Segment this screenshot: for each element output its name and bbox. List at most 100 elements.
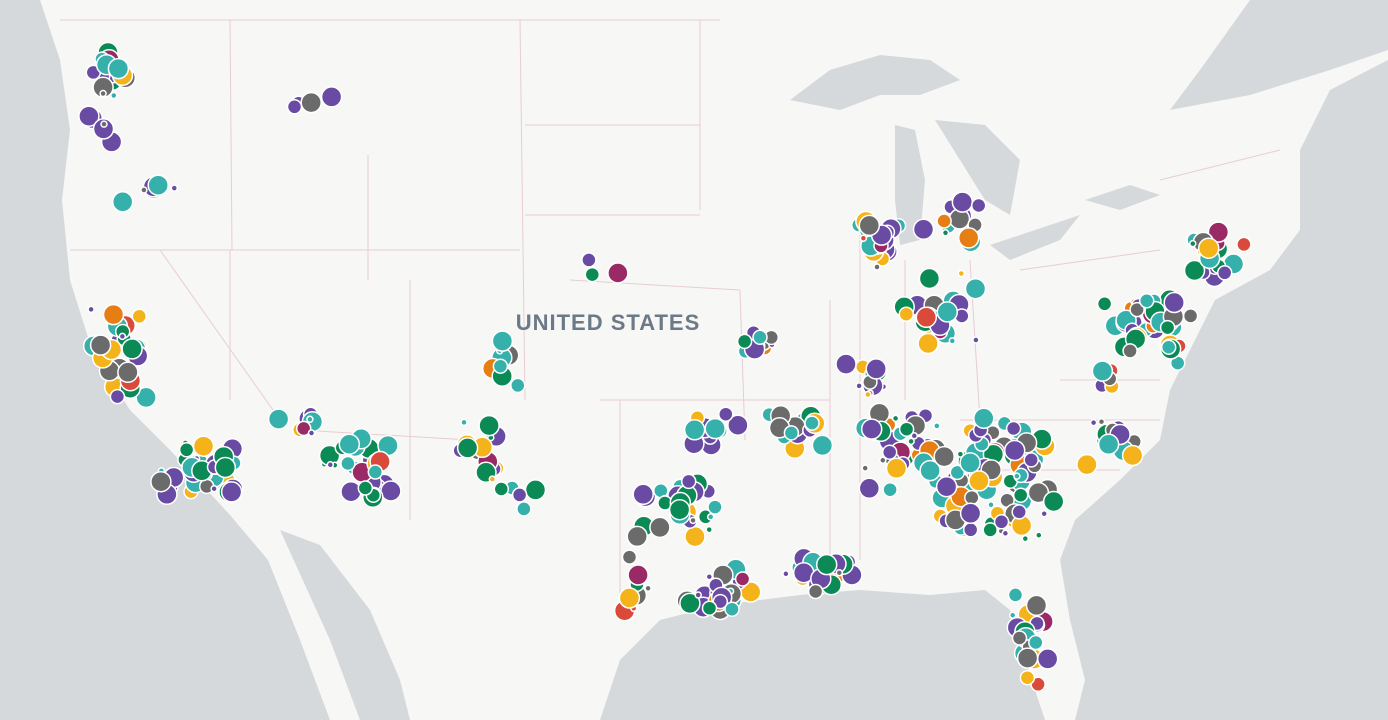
marker[interactable] (972, 336, 980, 344)
marker[interactable] (1097, 433, 1120, 456)
marker[interactable] (618, 587, 641, 609)
marker[interactable] (936, 301, 959, 323)
marker[interactable] (804, 415, 820, 431)
marker[interactable] (936, 213, 952, 229)
marker[interactable] (632, 483, 654, 506)
marker[interactable] (1197, 237, 1220, 259)
marker[interactable] (1091, 360, 1114, 382)
marker[interactable] (607, 262, 629, 284)
marker[interactable] (736, 333, 753, 350)
marker[interactable] (1129, 301, 1145, 318)
marker[interactable] (1097, 417, 1106, 426)
marker[interactable] (78, 105, 100, 127)
marker[interactable] (941, 229, 950, 237)
marker[interactable] (117, 361, 139, 384)
marker[interactable] (1138, 293, 1155, 309)
marker[interactable] (1001, 529, 1010, 538)
marker[interactable] (340, 455, 356, 472)
marker[interactable] (1076, 453, 1098, 476)
marker[interactable] (933, 422, 941, 430)
marker[interactable] (891, 414, 900, 423)
marker[interactable] (962, 522, 979, 538)
marker[interactable] (949, 464, 966, 481)
marker[interactable] (701, 600, 718, 616)
marker[interactable] (121, 338, 143, 360)
marker[interactable] (752, 329, 768, 346)
marker[interactable] (627, 564, 649, 586)
marker[interactable] (460, 418, 468, 427)
marker[interactable] (220, 481, 243, 503)
marker[interactable] (811, 434, 834, 457)
marker[interactable] (864, 390, 872, 399)
marker[interactable] (1021, 534, 1030, 543)
marker[interactable] (380, 480, 402, 502)
marker[interactable] (286, 99, 303, 115)
marker[interactable] (987, 501, 995, 509)
marker[interactable] (1096, 296, 1113, 312)
marker[interactable] (1025, 594, 1048, 617)
marker[interactable] (1023, 452, 1039, 468)
marker[interactable] (885, 457, 908, 480)
marker[interactable] (782, 570, 790, 578)
marker[interactable] (865, 358, 887, 380)
marker[interactable] (948, 337, 957, 345)
marker[interactable] (783, 425, 800, 441)
marker[interactable] (964, 277, 987, 300)
marker[interactable] (882, 481, 898, 498)
marker[interactable] (1236, 236, 1252, 253)
marker[interactable] (982, 522, 998, 538)
marker[interactable] (649, 516, 671, 539)
marker[interactable] (912, 218, 935, 241)
marker[interactable] (993, 514, 1010, 530)
marker[interactable] (626, 525, 648, 548)
marker[interactable] (210, 484, 218, 493)
marker[interactable] (933, 445, 955, 468)
marker[interactable] (959, 452, 981, 474)
marker[interactable] (898, 306, 915, 322)
marker[interactable] (724, 601, 740, 617)
marker[interactable] (135, 386, 157, 409)
marker[interactable] (957, 227, 980, 249)
marker[interactable] (1007, 587, 1024, 603)
marker[interactable] (835, 353, 857, 375)
marker[interactable] (170, 184, 179, 192)
marker[interactable] (879, 456, 887, 465)
marker[interactable] (491, 330, 514, 352)
marker[interactable] (488, 475, 497, 483)
marker[interactable] (1159, 319, 1176, 336)
marker[interactable] (584, 266, 601, 283)
marker[interactable] (1036, 648, 1059, 670)
marker[interactable] (1207, 221, 1230, 243)
marker[interactable] (917, 332, 939, 355)
marker[interactable] (109, 388, 126, 405)
marker[interactable] (150, 470, 172, 493)
marker[interactable] (683, 419, 706, 441)
marker[interactable] (859, 234, 868, 242)
marker[interactable] (1011, 630, 1028, 646)
marker[interactable] (1089, 418, 1098, 427)
marker[interactable] (707, 499, 723, 515)
marker[interactable] (1013, 472, 1021, 480)
marker[interactable] (968, 470, 990, 492)
marker[interactable] (705, 525, 713, 534)
marker[interactable] (510, 377, 526, 394)
marker[interactable] (858, 214, 881, 237)
marker[interactable] (192, 435, 215, 457)
marker[interactable] (959, 502, 982, 525)
marker[interactable] (110, 91, 118, 100)
marker[interactable] (1040, 509, 1048, 518)
marker[interactable] (1008, 611, 1017, 619)
marker[interactable] (1005, 420, 1022, 437)
marker[interactable] (734, 571, 751, 587)
marker[interactable] (92, 118, 115, 140)
marker[interactable] (1189, 239, 1197, 248)
marker[interactable] (915, 306, 938, 329)
marker[interactable] (679, 592, 701, 615)
marker[interactable] (99, 89, 107, 98)
marker[interactable] (680, 473, 697, 490)
marker[interactable] (214, 456, 237, 479)
marker[interactable] (1035, 531, 1043, 539)
marker[interactable] (267, 408, 290, 430)
marker[interactable] (835, 568, 844, 577)
marker[interactable] (92, 76, 114, 99)
